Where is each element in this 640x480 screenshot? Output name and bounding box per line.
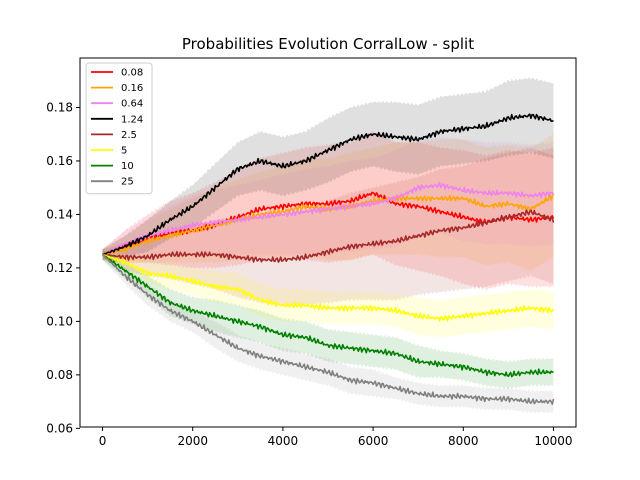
plot-frame [79, 57, 577, 428]
legend: 0.08 0.16 0.64 1.24 2.5 5 10 25 [85, 62, 153, 195]
legend-label-2.5: 2.5 [121, 130, 137, 141]
legend-label-5: 5 [121, 146, 127, 157]
series-line-25 [101, 253, 555, 406]
x-tick-label: 10000 [534, 434, 572, 448]
series-line-2.5 [102, 209, 555, 263]
chart-title: Probabilities Evolution CorralLow - spli… [182, 35, 474, 53]
legend-label-0.16: 0.16 [121, 83, 143, 94]
x-axis: 0 2000 4000 6000 8000 10000 [99, 427, 573, 448]
y-tick-label: 0.10 [46, 314, 73, 328]
series-lines [101, 113, 555, 406]
y-tick-label: 0.12 [46, 261, 73, 275]
y-tick-label: 0.16 [46, 154, 73, 168]
band-5 [102, 249, 554, 339]
legend-box [85, 62, 153, 195]
band-10 [102, 249, 554, 389]
legend-label-0.08: 0.08 [121, 68, 143, 79]
x-tick-label: 8000 [448, 434, 479, 448]
y-axis: 0.06 0.08 0.10 0.12 0.14 0.16 0.18 [46, 100, 80, 435]
legend-label-25: 25 [121, 177, 134, 188]
series-line-1.24 [102, 113, 554, 256]
legend-label-1.24: 1.24 [121, 114, 143, 125]
x-tick-label: 6000 [358, 434, 389, 448]
y-tick-label: 0.08 [46, 368, 73, 382]
band-0.08 [102, 131, 554, 291]
band-1.24 [102, 77, 554, 260]
y-tick-label: 0.14 [46, 207, 73, 221]
band-0.64 [102, 135, 554, 260]
legend-label-0.64: 0.64 [121, 99, 143, 110]
x-tick-label: 0 [99, 434, 107, 448]
series-line-0.64 [102, 181, 555, 256]
y-tick-label: 0.06 [46, 421, 73, 435]
series-line-0.16 [102, 193, 555, 256]
series-line-5 [102, 253, 555, 323]
y-tick-label: 0.18 [46, 100, 73, 114]
x-tick-label: 2000 [177, 434, 208, 448]
series-line-10 [102, 253, 554, 378]
legend-label-10: 10 [121, 161, 134, 172]
x-tick-label: 4000 [268, 434, 299, 448]
